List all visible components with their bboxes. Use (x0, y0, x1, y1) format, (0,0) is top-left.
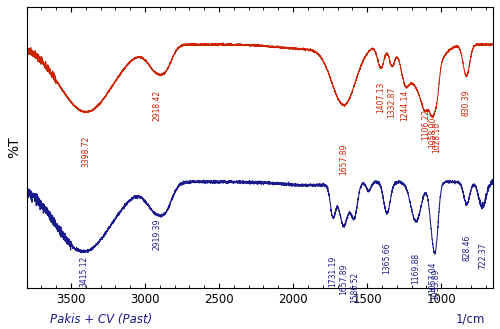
Text: 1169.88: 1169.88 (412, 253, 420, 284)
Text: 1/cm: 1/cm (456, 313, 485, 326)
Text: 1244.14: 1244.14 (400, 90, 409, 121)
Text: 1106.22: 1106.22 (421, 109, 430, 140)
Text: 1332.87: 1332.87 (388, 87, 396, 118)
Text: 828.46: 828.46 (462, 234, 471, 261)
Text: 2918.42: 2918.42 (152, 90, 162, 121)
Text: 3415.12: 3415.12 (79, 256, 88, 287)
Text: Pakis + CV (Past): Pakis + CV (Past) (50, 313, 152, 326)
Text: 1365.66: 1365.66 (382, 242, 392, 274)
Text: 1657.89: 1657.89 (340, 143, 348, 175)
Text: 830.39: 830.39 (462, 90, 471, 116)
Text: 3398.72: 3398.72 (82, 135, 90, 167)
Text: 2919.39: 2919.39 (152, 218, 162, 250)
Text: 1586.52: 1586.52 (350, 272, 359, 303)
Text: 1657.89: 1657.89 (340, 264, 348, 295)
Text: 722.37: 722.37 (478, 242, 487, 269)
Text: 1407.13: 1407.13 (376, 82, 386, 113)
Text: 1731.19: 1731.19 (328, 256, 338, 287)
Text: 1057.04: 1057.04 (428, 261, 438, 292)
Text: 1028.10: 1028.10 (432, 122, 442, 153)
Text: 1058.00: 1058.00 (428, 116, 437, 148)
Y-axis label: %T: %T (7, 137, 21, 158)
Text: 1033.89: 1033.89 (432, 269, 440, 300)
